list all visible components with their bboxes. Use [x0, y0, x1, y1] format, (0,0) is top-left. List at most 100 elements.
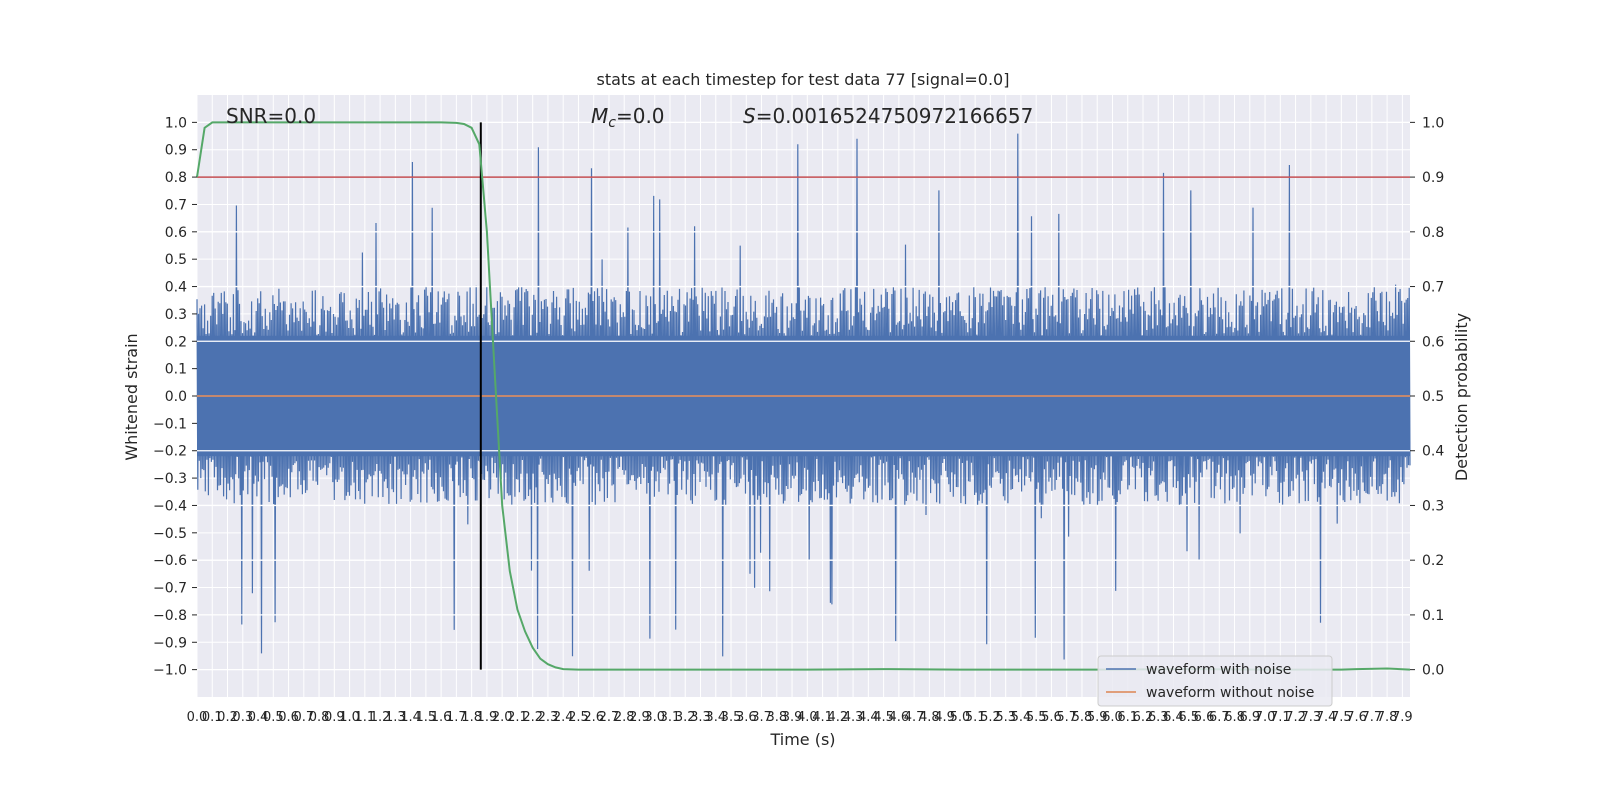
x-tick-label: 2.5 — [568, 710, 589, 725]
x-tick-label: 7.7 — [1362, 710, 1383, 725]
x-tick-label: 0.1 — [202, 710, 223, 725]
legend-entry-without-noise: waveform without noise — [1146, 685, 1314, 701]
annotation-mc-sub: c — [608, 115, 616, 131]
x-tick-label: 3.2 — [675, 710, 696, 725]
x-tick-label: 6.4 — [1163, 710, 1184, 725]
x-tick-label: 4.9 — [934, 710, 955, 725]
y-tick-label: 0.1 — [165, 362, 187, 378]
x-tick-label: 0.8 — [309, 710, 330, 725]
y-axis-label: Whitened strain — [122, 333, 141, 460]
y2-tick-label: 0.7 — [1422, 280, 1444, 296]
x-tick-label: 5.6 — [1041, 710, 1062, 725]
x-tick-label: 4.6 — [889, 710, 910, 725]
y-tick-label: −0.3 — [153, 471, 187, 487]
x-tick-label: 3.3 — [690, 710, 711, 725]
x-tick-label: 7.4 — [1316, 710, 1337, 725]
y2-tick-label: 0.5 — [1422, 389, 1444, 405]
axes: 0.00.10.20.30.40.50.60.70.80.91.01.11.21… — [153, 115, 1444, 725]
x-tick-label: 5.1 — [965, 710, 986, 725]
annotation-snr: SNR=0.0 — [226, 104, 316, 128]
x-tick-label: 0.6 — [278, 710, 299, 725]
x-tick-label: 3.9 — [782, 710, 803, 725]
x-tick-label: 3.4 — [705, 710, 726, 725]
annotation-mc: Mc=0.0 — [591, 104, 665, 131]
x-tick-label: 3.5 — [721, 710, 742, 725]
y-tick-label: 0.7 — [165, 197, 187, 213]
x-tick-label: 2.6 — [583, 710, 604, 725]
x-tick-label: 5.7 — [1056, 710, 1077, 725]
y2-tick-label: 0.4 — [1422, 444, 1444, 460]
x-tick-label: 1.6 — [431, 710, 452, 725]
x-tick-label: 5.4 — [1011, 710, 1032, 725]
x-tick-label: 4.5 — [873, 710, 894, 725]
x-tick-label: 0.3 — [232, 710, 253, 725]
x-tick-label: 4.4 — [858, 710, 879, 725]
y-tick-label: 0.8 — [165, 170, 187, 186]
y-tick-label: −0.9 — [153, 635, 187, 651]
x-tick-label: 4.2 — [827, 710, 848, 725]
x-tick-label: 1.2 — [370, 710, 391, 725]
x-tick-label: 7.2 — [1285, 710, 1306, 725]
legend-entry-with-noise: waveform with noise — [1146, 662, 1291, 678]
x-tick-label: 4.3 — [843, 710, 864, 725]
x-tick-label: 1.7 — [446, 710, 467, 725]
x-tick-label: 0.2 — [217, 710, 238, 725]
legend-box — [1097, 655, 1333, 707]
x-tick-label: 1.1 — [354, 710, 375, 725]
x-tick-label: 7.8 — [1377, 710, 1398, 725]
y-tick-label: −0.1 — [153, 416, 187, 432]
annotation-s: S=0.0016524750972166657 — [743, 104, 1033, 128]
x-tick-label: 6.6 — [1194, 710, 1215, 725]
y2-axis-label: Detection probability — [1452, 313, 1471, 481]
x-tick-label: 6.8 — [1224, 710, 1245, 725]
annotation-s-value: =0.0016524750972166657 — [756, 104, 1034, 128]
y2-tick-label: 0.8 — [1422, 225, 1444, 241]
y-tick-label: 0.3 — [165, 307, 187, 323]
x-tick-label: 7.6 — [1346, 710, 1367, 725]
x-tick-label: 0.7 — [293, 710, 314, 725]
x-tick-label: 2.2 — [522, 710, 543, 725]
annotation-mc-value: =0.0 — [616, 104, 665, 128]
y-tick-label: 0.2 — [165, 334, 187, 350]
x-tick-label: 1.5 — [416, 710, 437, 725]
x-tick-label: 3.6 — [736, 710, 757, 725]
x-tick-label: 2.0 — [492, 710, 513, 725]
y-tick-label: 0.9 — [165, 143, 187, 159]
y-tick-label: −1.0 — [153, 663, 187, 679]
y2-tick-label: 0.0 — [1422, 663, 1444, 679]
x-tick-label: 6.0 — [1102, 710, 1123, 725]
x-tick-label: 1.3 — [385, 710, 406, 725]
x-tick-label: 0.4 — [248, 710, 269, 725]
x-tick-label: 7.0 — [1255, 710, 1276, 725]
x-axis-label: Time (s) — [769, 730, 835, 749]
x-tick-label: 5.8 — [1072, 710, 1093, 725]
y-tick-label: −0.2 — [153, 444, 187, 460]
x-tick-label: 7.1 — [1270, 710, 1291, 725]
annotation-s-symbol: S — [743, 104, 756, 128]
x-tick-label: 3.7 — [751, 710, 772, 725]
x-tick-label: 5.3 — [995, 710, 1016, 725]
x-tick-label: 7.5 — [1331, 710, 1352, 725]
x-tick-label: 4.0 — [797, 710, 818, 725]
x-tick-label: 4.8 — [919, 710, 940, 725]
series-layer — [196, 121, 1411, 671]
y2-tick-label: 0.3 — [1422, 498, 1444, 514]
x-tick-label: 6.5 — [1178, 710, 1199, 725]
x-tick-label: 0.9 — [324, 710, 345, 725]
x-tick-label: 6.7 — [1209, 710, 1230, 725]
x-tick-label: 1.4 — [400, 710, 421, 725]
x-tick-label: 5.0 — [950, 710, 971, 725]
y-tick-label: 0.4 — [165, 280, 187, 296]
x-tick-label: 3.1 — [660, 710, 681, 725]
y-tick-label: −0.4 — [153, 498, 187, 514]
x-tick-label: 6.1 — [1117, 710, 1138, 725]
y-tick-label: −0.6 — [153, 553, 187, 569]
x-tick-label: 5.5 — [1026, 710, 1047, 725]
chart-title: stats at each timestep for test data 77 … — [597, 70, 1010, 89]
x-tick-label: 1.0 — [339, 710, 360, 725]
x-tick-label: 2.4 — [553, 710, 574, 725]
x-tick-label: 2.1 — [507, 710, 528, 725]
y2-tick-label: 0.2 — [1422, 553, 1444, 569]
x-tick-label: 7.3 — [1300, 710, 1321, 725]
y-tick-label: −0.5 — [153, 526, 187, 542]
